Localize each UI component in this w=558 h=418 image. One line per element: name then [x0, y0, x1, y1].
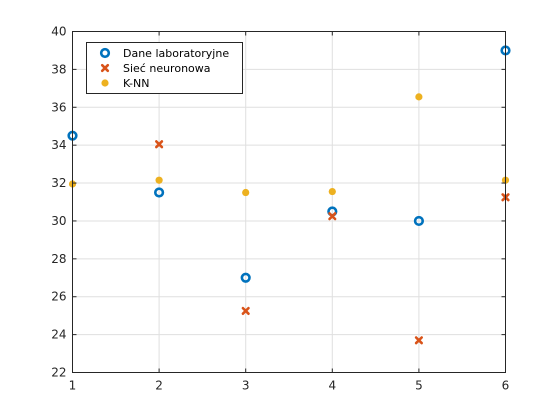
legend-marker — [99, 47, 111, 59]
y-tick-label: 30 — [51, 214, 66, 228]
axes-box — [72, 31, 506, 373]
legend-label: Sieć neuronowa — [123, 62, 211, 75]
data-point — [413, 215, 425, 227]
data-point — [328, 187, 336, 196]
legend-marker — [100, 63, 110, 73]
data-point — [241, 306, 250, 316]
x-tick-label: 1 — [69, 379, 77, 393]
legend-label: K-NN — [123, 77, 150, 90]
y-tick-label: 26 — [51, 290, 66, 304]
y-tick-label: 28 — [51, 252, 66, 266]
data-point — [240, 272, 251, 283]
y-tick-label: 40 — [51, 25, 66, 39]
x-tick-label: 6 — [502, 379, 510, 393]
series-2 — [68, 93, 510, 197]
x-tick-label: 2 — [155, 379, 163, 393]
data-point — [414, 336, 423, 345]
y-tick-label: 34 — [51, 138, 66, 152]
y-tick-label: 38 — [51, 62, 66, 76]
legend-label: Dane laboratoryjne — [123, 47, 229, 60]
data-point — [154, 187, 165, 198]
x-tick-label: 4 — [328, 379, 336, 393]
y-tick-label: 22 — [51, 366, 66, 380]
data-point — [242, 188, 250, 197]
y-tick-label: 36 — [51, 100, 66, 114]
data-point — [415, 93, 423, 101]
x-tick-label: 3 — [242, 379, 250, 393]
legend-box — [86, 42, 243, 94]
legend-marker — [101, 79, 109, 87]
legend: Dane laboratoryjne Sieć neuronowa K-NN — [86, 42, 243, 94]
data-points — [67, 45, 511, 345]
grid — [72, 31, 506, 373]
data-point — [155, 176, 163, 184]
x-tick-label: 5 — [415, 379, 423, 393]
data-point — [155, 140, 164, 149]
data-point — [328, 212, 337, 221]
y-tick-label: 24 — [51, 328, 66, 342]
y-tick-label: 32 — [51, 176, 66, 190]
